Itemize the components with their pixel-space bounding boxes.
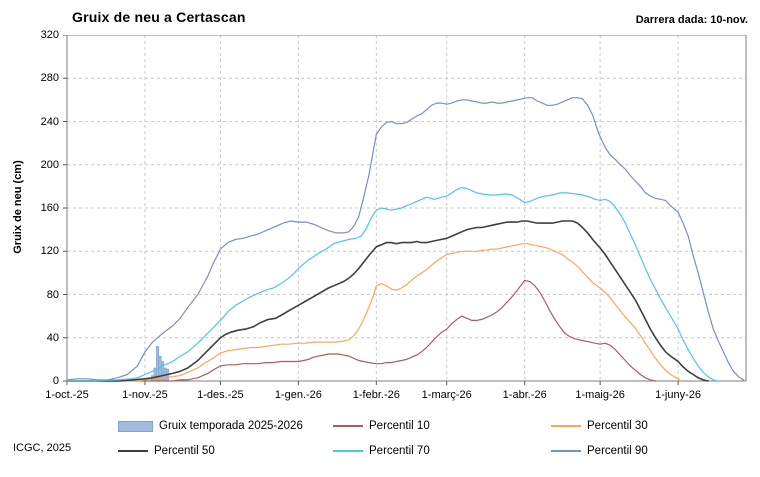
y-tick-label: 280: [40, 72, 59, 85]
y-tick-label: 240: [40, 115, 59, 128]
chart-title: Gruix de neu a Certascan: [72, 9, 246, 25]
x-tick-label: 1-febr.-26: [352, 389, 400, 401]
p30-line-swatch: [551, 425, 581, 427]
legend-label: Percentil 10: [369, 420, 430, 432]
legend-label: Percentil 70: [369, 445, 430, 457]
x-tick-label: 1-maig-26: [575, 389, 625, 401]
legend-label: Percentil 30: [587, 420, 648, 432]
p50-line-swatch: [118, 450, 148, 452]
x-tick-label: 1-des.-25: [197, 389, 244, 401]
x-tick-label: 1-juny-26: [655, 389, 702, 401]
plot-svg: [63, 35, 747, 385]
series-percentil-10: [66, 279, 657, 382]
legend-item-p30: Percentil 30: [551, 419, 648, 433]
y-tick-label: 0: [52, 375, 59, 387]
source-credit: ICGC, 2025: [13, 442, 72, 454]
legend-label: Percentil 90: [587, 445, 648, 457]
x-tick-label: 1-abr.-26: [502, 389, 547, 401]
y-tick-label: 320: [40, 29, 59, 41]
series-percentil-90: [66, 97, 745, 381]
legend-item-season: Gruix temporada 2025-2026: [118, 419, 303, 433]
x-tick-label: 1-març-26: [421, 389, 472, 401]
p70-line-swatch: [333, 450, 363, 452]
y-tick-label: 40: [46, 331, 59, 344]
p90-line-swatch: [551, 450, 581, 452]
last-data-label: Darrera dada: 10-nov.: [635, 14, 748, 26]
y-tick-label: 80: [46, 288, 59, 301]
legend-item-p10: Percentil 10: [333, 419, 430, 433]
legend-item-p50: Percentil 50: [118, 444, 215, 458]
series-percentil-30: [66, 243, 682, 382]
legend-label: Gruix temporada 2025-2026: [159, 420, 303, 432]
y-tick-label: 120: [40, 245, 59, 258]
y-tick-label: 200: [40, 158, 59, 171]
y-tick-label: 160: [40, 202, 59, 214]
x-tick-label: 1-nov.-25: [122, 389, 168, 401]
x-tick-label: 1-gen.-26: [274, 389, 322, 401]
legend-item-p70: Percentil 70: [333, 444, 430, 458]
legend-label: Percentil 50: [154, 445, 215, 457]
series-percentil-70: [66, 186, 719, 382]
p10-line-swatch: [333, 425, 363, 427]
legend-item-p90: Percentil 90: [551, 444, 648, 458]
x-tick-label: 1-oct.-25: [45, 389, 89, 401]
season-bar-swatch: [118, 420, 153, 432]
series-percentil-50: [66, 220, 710, 382]
season-bar: [158, 355, 162, 382]
